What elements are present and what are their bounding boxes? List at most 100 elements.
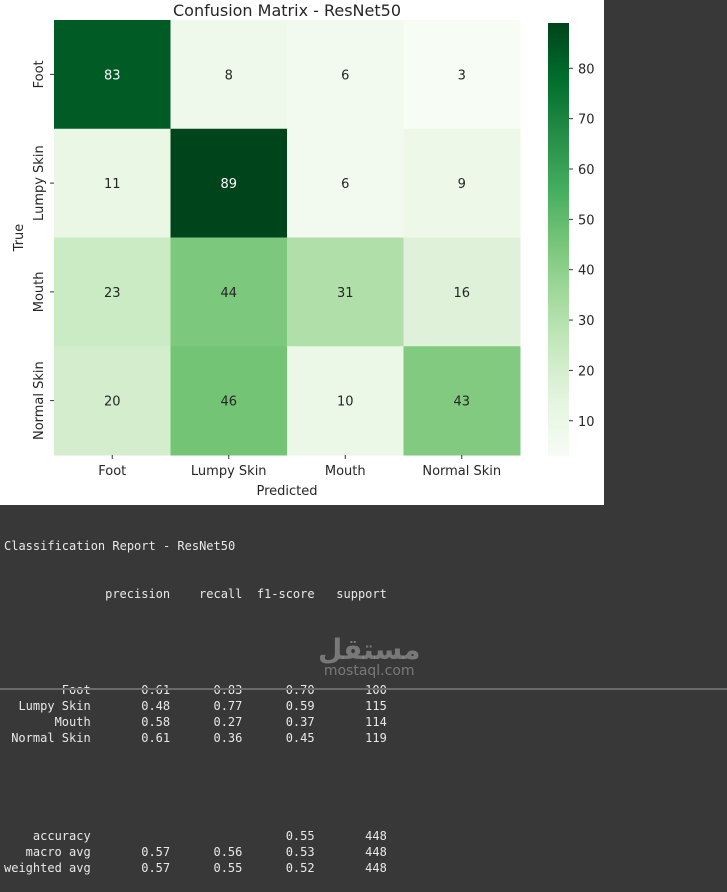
classification-report: Classification Report - ResNet50 precisi…: [4, 506, 387, 892]
cell-value: 9: [458, 177, 466, 192]
heatmap-cell: [170, 346, 288, 456]
row-value: 0.56: [213, 845, 243, 859]
row-value: 0.52: [285, 861, 315, 875]
row-value: 0.57: [141, 845, 171, 859]
heatmap-cell: [403, 20, 521, 130]
row-value: 100: [365, 683, 387, 697]
header-recall: recall: [199, 587, 243, 601]
row-value: 448: [365, 845, 387, 859]
row-value: 0.36: [213, 731, 243, 745]
cell-value: 20: [104, 395, 121, 410]
heatmap-cell: [287, 346, 404, 456]
y-tick-label: Foot: [32, 60, 47, 88]
report-row: Mouth 0.58 0.27 0.37 114: [4, 714, 387, 730]
colorbar-tick-label: 10: [578, 415, 595, 430]
y-tick-label: Normal Skin: [32, 361, 47, 440]
row-label: Mouth: [54, 715, 91, 729]
heatmap-cell: [54, 20, 171, 130]
x-axis-label: Predicted: [256, 484, 317, 499]
row-value: 0.70: [285, 683, 315, 697]
row-value: 0.61: [141, 731, 171, 745]
x-tick-label: Mouth: [325, 464, 366, 479]
row-value: 0.61: [141, 683, 171, 697]
colorbar: [548, 23, 569, 456]
row-value: 0.59: [285, 699, 315, 713]
report-header: precision recall f1-score support: [4, 586, 387, 602]
heatmap-cell: [287, 128, 404, 238]
y-tick-label: Lumpy Skin: [32, 145, 47, 221]
colorbar-tick-label: 20: [578, 364, 595, 379]
confusion-matrix-figure: 83 8 6 3 11 89 6 9 23 44 31 16 20 46 10 43 Foot Lumpy Ski…: [0, 0, 604, 505]
row-value: 0.53: [285, 845, 315, 859]
cell-value: 89: [220, 177, 237, 192]
row-value: 0.55: [213, 861, 243, 875]
row-value: [170, 828, 242, 844]
row-value: 0.77: [213, 699, 243, 713]
cell-value: 43: [453, 395, 470, 410]
heatmap-cell: [170, 128, 288, 238]
colorbar-tick-label: 60: [578, 163, 595, 178]
cell-value: 3: [458, 68, 466, 83]
cell-value: 44: [220, 286, 237, 301]
header-f1: f1-score: [256, 587, 315, 601]
row-value: 448: [365, 829, 387, 843]
row-label: weighted avg: [4, 861, 91, 875]
confusion-matrix-chart: 83 8 6 3 11 89 6 9 23 44 31 16 20 46 10 43 Foot Lumpy Ski…: [12, 1, 595, 499]
x-tick-label: Normal Skin: [422, 464, 501, 479]
y-axis-label: True: [12, 224, 27, 253]
heatmap-cell: [403, 346, 521, 456]
report-row: Lumpy Skin 0.48 0.77 0.59 115: [4, 698, 387, 714]
cell-value: 10: [337, 395, 354, 410]
colorbar-tick-label: 30: [578, 314, 595, 329]
row-value: 0.57: [141, 861, 171, 875]
cell-value: 46: [220, 395, 237, 410]
colorbar-tick-label: 50: [578, 213, 595, 228]
cell-value: 8: [225, 68, 233, 83]
heatmap-cell: [54, 346, 171, 456]
report-row: weighted avg 0.57 0.55 0.52 448: [4, 860, 387, 876]
row-value: 0.48: [141, 699, 171, 713]
heatmap-cell: [403, 128, 521, 238]
row-label: Normal Skin: [11, 731, 91, 745]
cell-value: 6: [341, 68, 349, 83]
cell-value: 16: [453, 286, 470, 301]
cell-value: 83: [104, 68, 121, 83]
row-value: 119: [365, 731, 387, 745]
heatmap-cell: [54, 128, 171, 238]
colorbar-tick-label: 80: [578, 62, 595, 77]
x-tick-label: Lumpy Skin: [191, 464, 267, 479]
row-label: macro avg: [25, 845, 91, 859]
report-row: accuracy 0.55 448: [4, 828, 387, 844]
row-value: 0.27: [213, 715, 243, 729]
heatmap-cell: [287, 237, 404, 347]
heatmap-cell: [170, 237, 288, 347]
heatmap-cell: [54, 237, 171, 347]
colorbar-tick-label: 40: [578, 264, 595, 279]
row-value: 0.83: [213, 683, 243, 697]
row-value: 114: [365, 715, 387, 729]
header-precision: precision: [105, 587, 171, 601]
heatmap-cell: [403, 237, 521, 347]
watermark-arabic: مستقل: [318, 633, 421, 666]
report-row: macro avg 0.57 0.56 0.53 448: [4, 844, 387, 860]
row-label: Foot: [61, 683, 91, 697]
chart-title: Confusion Matrix - ResNet50: [173, 1, 401, 20]
header-support: support: [336, 587, 387, 601]
cell-value: 6: [341, 177, 349, 192]
watermark-latin: mostaql.com: [323, 663, 415, 679]
cell-value: 11: [104, 177, 121, 192]
row-value: 0.58: [141, 715, 171, 729]
row-label: Lumpy Skin: [18, 699, 91, 713]
output-divider: [0, 688, 727, 690]
x-tick-label: Foot: [98, 464, 126, 479]
row-value: 448: [365, 861, 387, 875]
row-value: 0.55: [285, 829, 315, 843]
report-row: Foot 0.61 0.83 0.70 100: [4, 682, 387, 698]
row-value: [98, 828, 170, 844]
row-label: accuracy: [32, 829, 91, 843]
y-tick-label: Mouth: [32, 272, 47, 313]
row-value: 115: [365, 699, 387, 713]
cell-value: 31: [337, 286, 354, 301]
row-value: 0.37: [285, 715, 315, 729]
mostaql-watermark: مستقل mostaql.com: [318, 633, 421, 679]
